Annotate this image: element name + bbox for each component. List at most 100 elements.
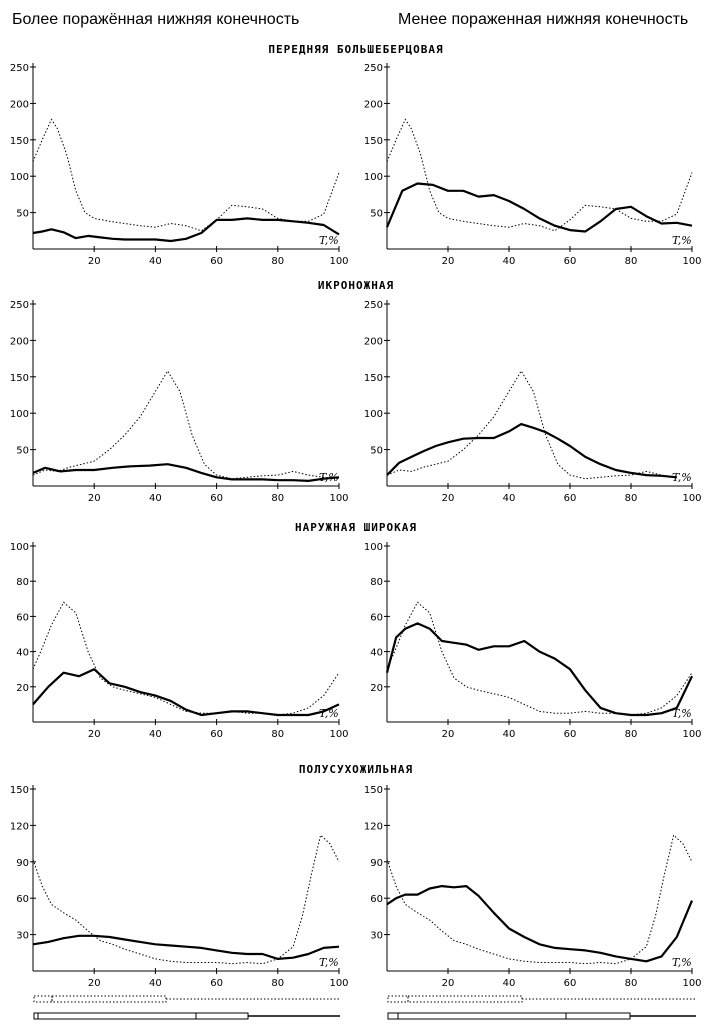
x-tick-label: 20: [442, 493, 455, 504]
time-axis-label: T,%: [672, 707, 692, 720]
phase-bar-solid-segment: [33, 1012, 39, 1020]
time-axis-label: T,%: [319, 956, 339, 969]
charts-layer: 50 100 150 200 250 20 40 60 80 100 T,% 50 100 150 200 2…: [10, 63, 702, 989]
x-tick-label: 20: [442, 729, 455, 740]
phase-bar-dotted-segment: [51, 995, 167, 1003]
x-tick-label: 20: [88, 493, 101, 504]
y-tick-label: 150: [10, 373, 29, 384]
x-tick-label: 100: [682, 729, 701, 740]
x-tick-label: 60: [564, 256, 577, 267]
section-title-4: ПОЛУСУХОЖИЛЬНАЯ: [299, 763, 413, 776]
x-tick-label: 40: [149, 256, 162, 267]
y-tick-label: 50: [370, 209, 383, 220]
x-tick-label: 60: [564, 729, 577, 740]
y-tick-label: 80: [370, 577, 383, 588]
x-tick-label: 60: [564, 493, 577, 504]
y-tick-label: 60: [370, 894, 383, 905]
y-tick-label: 50: [370, 446, 383, 457]
patient-emg-line: [385, 622, 693, 717]
y-tick-label: 150: [364, 373, 383, 384]
norm-emg-line: [32, 370, 340, 480]
time-axis-label: T,%: [672, 956, 692, 969]
norm-emg-line: [386, 118, 693, 232]
x-tick-label: 80: [271, 256, 284, 267]
x-tick-label: 60: [210, 729, 223, 740]
time-axis-label: T,%: [319, 234, 339, 247]
phase-bars-left: [33, 995, 340, 1020]
y-tick-label: 200: [364, 336, 383, 347]
x-tick-label: 60: [564, 978, 577, 989]
x-tick-label: 20: [442, 256, 455, 267]
patient-emg-line: [385, 182, 693, 233]
x-tick-label: 40: [503, 978, 516, 989]
y-tick-label: 120: [10, 821, 29, 832]
y-tick-label: 60: [16, 612, 29, 623]
patient-emg-line: [32, 934, 340, 961]
x-tick-label: 80: [271, 493, 284, 504]
section-title-1: ПЕРЕДНЯЯ БОЛЬШЕБЕРЦОВАЯ: [268, 43, 443, 56]
x-tick-label: 60: [210, 256, 223, 267]
y-tick-label: 100: [364, 542, 383, 553]
y-tick-label: 100: [364, 172, 383, 183]
x-tick-label: 100: [329, 729, 348, 740]
y-tick-label: 30: [370, 931, 383, 942]
x-tick-label: 80: [271, 729, 284, 740]
phase-bar-solid-segment: [397, 1012, 567, 1020]
time-axis-label: T,%: [672, 234, 692, 247]
phase-bar-solid-segment: [37, 1012, 197, 1020]
x-tick-label: 20: [88, 729, 101, 740]
x-tick-label: 40: [149, 978, 162, 989]
y-tick-label: 20: [370, 683, 383, 694]
chart-panel: 50 100 150 200 250 20 40 60 80 100 T,%: [364, 300, 702, 504]
time-axis-label: T,%: [672, 471, 692, 484]
y-tick-label: 250: [10, 300, 29, 311]
y-tick-label: 100: [10, 172, 29, 183]
patient-emg-line: [32, 463, 340, 482]
y-tick-label: 50: [16, 446, 29, 457]
norm-emg-line: [32, 834, 340, 965]
y-tick-label: 50: [16, 209, 29, 220]
x-tick-label: 100: [329, 978, 348, 989]
patient-emg-line: [386, 423, 677, 479]
x-tick-label: 40: [503, 493, 516, 504]
x-tick-label: 100: [329, 256, 348, 267]
x-tick-label: 100: [682, 493, 701, 504]
x-tick-label: 40: [503, 256, 516, 267]
x-tick-label: 40: [149, 729, 162, 740]
y-tick-label: 30: [16, 931, 29, 942]
left-column-title: Более поражённая нижняя конечность: [12, 11, 299, 28]
phase-bar-dotted-segment: [407, 995, 523, 1003]
x-tick-label: 80: [625, 978, 638, 989]
phase-bar-dotted-segment: [387, 995, 409, 1003]
y-tick-label: 20: [16, 683, 29, 694]
x-tick-label: 40: [503, 729, 516, 740]
y-tick-label: 250: [364, 300, 383, 311]
phase-bar-dotted-segment: [33, 995, 53, 1003]
y-tick-label: 80: [16, 577, 29, 588]
phase-bar-solid-segment: [387, 1012, 399, 1020]
y-tick-label: 120: [364, 821, 383, 832]
y-tick-label: 200: [10, 336, 29, 347]
x-tick-label: 20: [88, 256, 101, 267]
phase-bar-solid-segment: [195, 1012, 249, 1020]
section-title-3: НАРУЖНАЯ ШИРОКАЯ: [295, 521, 417, 534]
right-column-title: Менее пораженная нижняя конечность: [398, 11, 688, 28]
y-tick-label: 150: [364, 136, 383, 147]
y-tick-label: 150: [10, 136, 29, 147]
y-tick-label: 100: [364, 409, 383, 420]
patient-emg-line: [32, 668, 340, 717]
y-tick-label: 100: [10, 409, 29, 420]
x-tick-label: 80: [625, 493, 638, 504]
x-tick-label: 100: [682, 978, 701, 989]
y-tick-label: 150: [364, 785, 383, 796]
phase-bar-solid-segment: [565, 1012, 631, 1020]
y-tick-label: 60: [16, 894, 29, 905]
x-tick-label: 80: [271, 978, 284, 989]
y-tick-label: 90: [16, 858, 29, 869]
